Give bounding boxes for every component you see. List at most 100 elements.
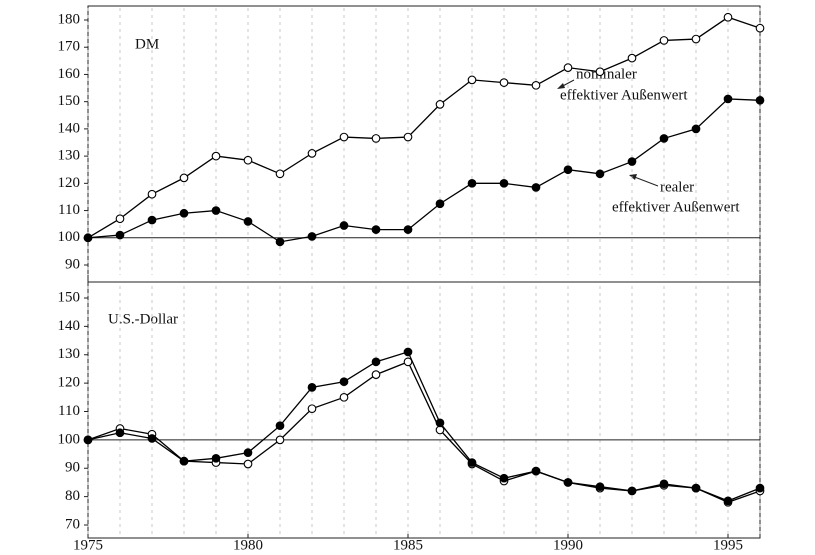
series-line xyxy=(87,16,761,239)
panel-label: U.S.-Dollar xyxy=(108,311,178,327)
data-point xyxy=(435,199,445,209)
data-point xyxy=(755,23,765,33)
x-tick-label: 1975 xyxy=(73,537,103,553)
data-point xyxy=(691,483,701,493)
data-point xyxy=(723,94,733,104)
data-point xyxy=(115,428,125,438)
y-tick-label: 160 xyxy=(58,66,81,82)
y-tick-label: 120 xyxy=(58,175,81,191)
annotation: realer xyxy=(660,179,694,195)
data-point xyxy=(627,157,637,166)
data-point xyxy=(307,383,317,392)
data-point xyxy=(115,230,125,240)
arrow-head xyxy=(629,174,637,180)
annotation: effektiver Außenwert xyxy=(560,87,688,103)
data-point xyxy=(467,178,477,188)
series-line xyxy=(87,98,761,243)
data-point xyxy=(467,75,477,85)
y-tick-label: 90 xyxy=(65,256,80,272)
arrow-head xyxy=(557,83,565,89)
data-point xyxy=(371,225,381,234)
y-tick-label: 90 xyxy=(65,460,80,476)
y-tick-label: 100 xyxy=(58,431,81,447)
data-point xyxy=(627,53,637,63)
x-tick-label: 1995 xyxy=(713,537,743,553)
y-tick-label: 170 xyxy=(58,39,81,55)
data-point xyxy=(563,165,573,175)
data-point xyxy=(307,232,317,241)
data-point xyxy=(371,370,381,379)
data-point xyxy=(115,214,125,224)
data-point xyxy=(211,453,221,463)
data-point xyxy=(275,435,285,445)
data-point xyxy=(755,483,765,493)
data-point xyxy=(723,12,733,22)
y-tick-label: 80 xyxy=(65,488,80,504)
data-point xyxy=(211,206,221,215)
data-point xyxy=(243,459,253,469)
y-tick-label: 110 xyxy=(58,403,80,419)
data-point xyxy=(659,134,669,143)
data-point xyxy=(147,434,157,443)
data-point xyxy=(275,169,285,179)
data-point xyxy=(307,404,317,414)
data-point xyxy=(211,151,221,161)
data-point xyxy=(179,173,189,183)
data-point xyxy=(339,132,349,142)
data-point xyxy=(403,225,413,234)
data-point xyxy=(339,377,349,387)
data-point xyxy=(243,217,253,226)
y-tick-label: 120 xyxy=(58,375,81,391)
data-point xyxy=(499,473,509,483)
data-point xyxy=(595,482,605,492)
data-point xyxy=(435,425,445,435)
data-point xyxy=(403,132,413,142)
data-point xyxy=(531,466,541,476)
panel-label: DM xyxy=(135,36,159,52)
data-point xyxy=(659,36,669,45)
series-line xyxy=(87,351,761,502)
y-tick-label: 150 xyxy=(58,93,81,109)
data-point xyxy=(563,478,573,487)
data-point xyxy=(563,63,573,72)
data-point xyxy=(691,34,701,44)
data-point xyxy=(659,479,669,489)
frame xyxy=(87,5,761,539)
y-tick-label: 100 xyxy=(58,229,81,245)
y-tick-label: 140 xyxy=(58,318,81,334)
y-tick-label: 180 xyxy=(58,11,81,27)
data-point xyxy=(371,357,381,367)
data-point xyxy=(595,169,605,179)
data-point xyxy=(531,80,541,90)
data-point xyxy=(691,124,701,134)
data-point xyxy=(275,237,285,247)
data-point xyxy=(83,435,93,445)
annotation: effektiver Außenwert xyxy=(612,199,740,215)
data-point xyxy=(435,418,445,428)
data-point xyxy=(723,496,733,506)
y-tick-label: 130 xyxy=(58,148,81,164)
y-tick-label: 110 xyxy=(58,202,80,218)
x-tick-label: 1985 xyxy=(393,537,423,553)
data-point xyxy=(499,178,509,188)
data-point xyxy=(499,78,509,87)
data-point xyxy=(83,233,93,243)
data-point xyxy=(179,456,189,466)
data-point xyxy=(467,458,477,467)
data-point xyxy=(147,189,157,199)
data-point xyxy=(147,215,157,225)
data-point xyxy=(275,421,285,431)
data-point xyxy=(179,208,189,218)
arrow xyxy=(631,175,659,187)
data-point xyxy=(339,221,349,230)
data-point xyxy=(435,100,445,109)
data-point xyxy=(243,155,253,165)
series-line xyxy=(87,361,761,503)
data-point xyxy=(595,67,605,77)
y-tick-label: 140 xyxy=(58,120,81,136)
data-point xyxy=(339,392,349,402)
y-tick-label: 70 xyxy=(65,516,80,532)
data-point xyxy=(627,486,637,496)
y-tick-label: 150 xyxy=(58,289,81,305)
